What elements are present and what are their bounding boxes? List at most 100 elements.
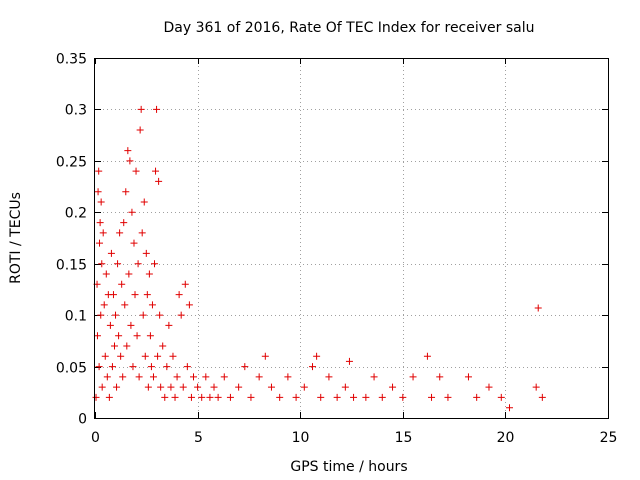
data-point [300,383,308,391]
data-point [107,249,115,257]
data-point [117,352,125,360]
data-point [333,393,341,401]
data-point [284,373,292,381]
data-point [154,352,162,360]
data-point [276,393,284,401]
data-point [118,280,126,288]
data-point [148,301,156,309]
y-tick-label: 0.25 [56,155,87,171]
data-point [98,260,106,268]
data-point [102,270,110,278]
data-point [109,291,117,299]
data-point [165,321,173,329]
data-point [210,383,218,391]
data-point [116,229,124,237]
data-point [370,373,378,381]
data-point [399,393,407,401]
data-point [144,383,152,391]
data-point [202,373,210,381]
data-point [92,393,100,401]
data-point [220,373,228,381]
y-tick-label: 0.35 [56,52,87,68]
data-point [214,393,222,401]
x-tick-label: 15 [395,430,413,446]
data-point [134,260,142,268]
data-point [161,393,169,401]
data-point [135,373,143,381]
data-point [93,332,101,340]
data-point [112,311,120,319]
data-point [115,332,123,340]
data-point [497,393,505,401]
data-point [428,393,436,401]
data-point [110,342,118,350]
y-tick-label: 0 [78,412,87,428]
data-point [153,105,161,113]
data-point [179,383,187,391]
data-point [189,373,197,381]
data-point [173,373,181,381]
data-point [313,352,321,360]
x-axis-ticks: 0 5 10 15 20 25 [91,58,617,446]
chart-title: Day 361 of 2016, Rate Of TEC Index for r… [163,20,534,36]
data-point [145,270,153,278]
data-point [436,373,444,381]
grid-lines [95,58,608,418]
x-axis-title: GPS time / hours [290,459,407,475]
data-point [103,373,111,381]
data-point [151,260,159,268]
data-point [167,383,175,391]
data-point [108,363,116,371]
data-point [538,393,546,401]
data-point [350,393,358,401]
plot-frame [94,58,609,419]
data-point [97,311,105,319]
data-point [141,352,149,360]
data-point [137,105,145,113]
data-point [292,393,300,401]
data-point [155,177,163,185]
data-point [485,383,493,391]
data-point [95,167,103,175]
data-point [163,363,171,371]
data-point [255,373,263,381]
data-point [94,188,102,196]
data-point [309,363,317,371]
data-point [128,208,136,216]
data-point [532,383,540,391]
data-point [98,383,106,391]
data-point [175,291,183,299]
data-point [177,311,185,319]
y-tick-label: 0.15 [56,258,87,274]
data-point [423,352,431,360]
data-point [198,393,206,401]
data-point [142,249,150,257]
data-point [194,383,202,391]
data-point [345,357,353,365]
data-point [169,352,177,360]
x-tick-label: 10 [292,430,310,446]
data-point [127,321,135,329]
data-point [96,239,104,247]
data-point [325,373,333,381]
data-point [140,198,148,206]
x-tick-label: 5 [194,430,203,446]
data-point [317,393,325,401]
data-point [267,383,275,391]
data-point [156,311,164,319]
data-point [114,260,122,268]
data-point [126,157,134,165]
data-point [152,167,160,175]
data-point [129,363,137,371]
y-tick-label: 0.05 [56,361,87,377]
x-tick-label: 25 [600,430,618,446]
y-tick-label: 0.3 [65,103,87,119]
data-point [106,321,114,329]
data-point [464,373,472,381]
data-point [171,393,179,401]
data-point [105,393,113,401]
data-point [206,393,214,401]
data-point [473,393,481,401]
